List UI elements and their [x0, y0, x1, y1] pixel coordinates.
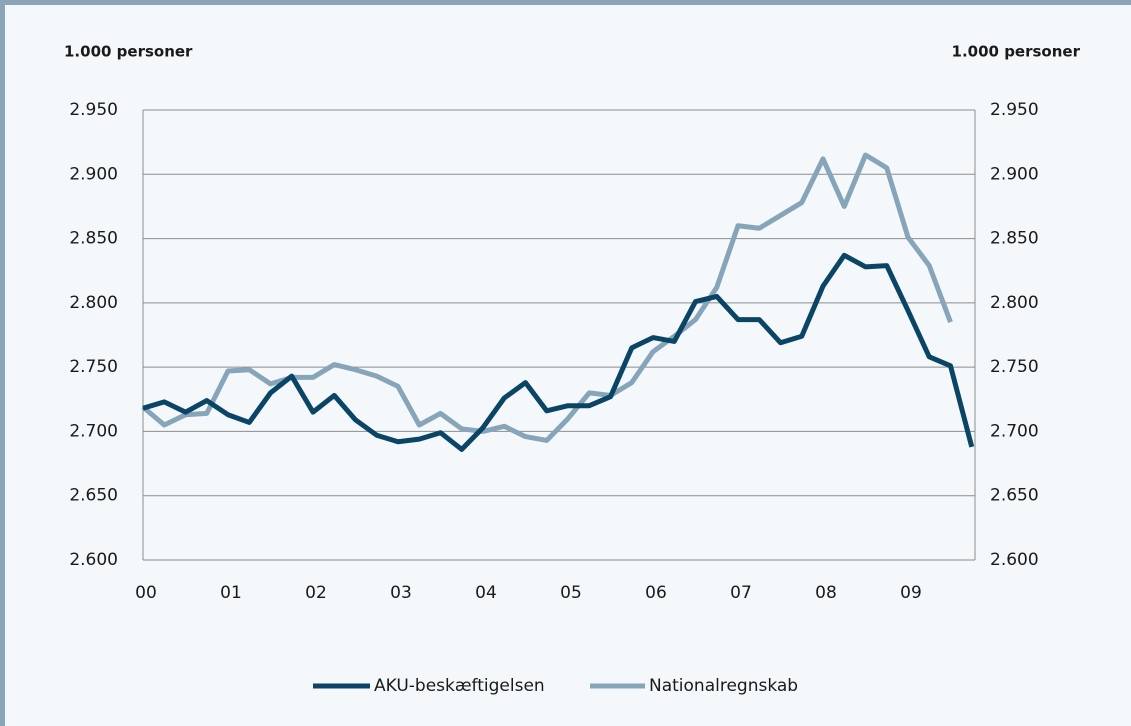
legend-label: AKU-beskæftigelsen — [374, 676, 545, 696]
y2-tick-label: 2.600 — [990, 550, 1039, 570]
y2-tick-label: 2.700 — [990, 421, 1039, 441]
y2-tick-label: 2.950 — [990, 100, 1039, 120]
frame-left — [0, 0, 5, 726]
x-tick-label: 07 — [730, 583, 752, 603]
y-tick-label: 2.900 — [69, 164, 118, 184]
x-tick-label: 04 — [475, 583, 497, 603]
y-tick-label: 2.700 — [69, 421, 118, 441]
y-tick-label: 2.600 — [69, 550, 118, 570]
y-tick-label: 2.800 — [69, 293, 118, 313]
y2-tick-label: 2.900 — [990, 164, 1039, 184]
legend-label: Nationalregnskab — [649, 676, 798, 696]
x-tick-label: 09 — [900, 583, 922, 603]
y2-tick-label: 2.650 — [990, 486, 1039, 506]
y-tick-label: 2.750 — [69, 357, 118, 377]
x-tick-label: 05 — [560, 583, 582, 603]
y-axis-title: 1.000 personer — [64, 43, 193, 61]
y2-tick-label: 2.850 — [990, 229, 1039, 249]
series-line — [141, 152, 953, 443]
x-tick-label: 00 — [135, 583, 157, 603]
x-tick-label: 02 — [305, 583, 327, 603]
y2-tick-label: 2.800 — [990, 293, 1039, 313]
y2-axis-title: 1.000 personer — [952, 43, 1081, 61]
y-tick-label: 2.650 — [69, 486, 118, 506]
y-tick-label: 2.850 — [69, 229, 118, 249]
x-tick-label: 01 — [220, 583, 242, 603]
y2-tick-label: 2.750 — [990, 357, 1039, 377]
frame-top — [0, 0, 1131, 5]
x-tick-label: 06 — [645, 583, 667, 603]
x-tick-label: 08 — [815, 583, 837, 603]
x-tick-label: 03 — [390, 583, 412, 603]
y-tick-label: 2.950 — [69, 100, 118, 120]
series-line — [142, 252, 975, 452]
